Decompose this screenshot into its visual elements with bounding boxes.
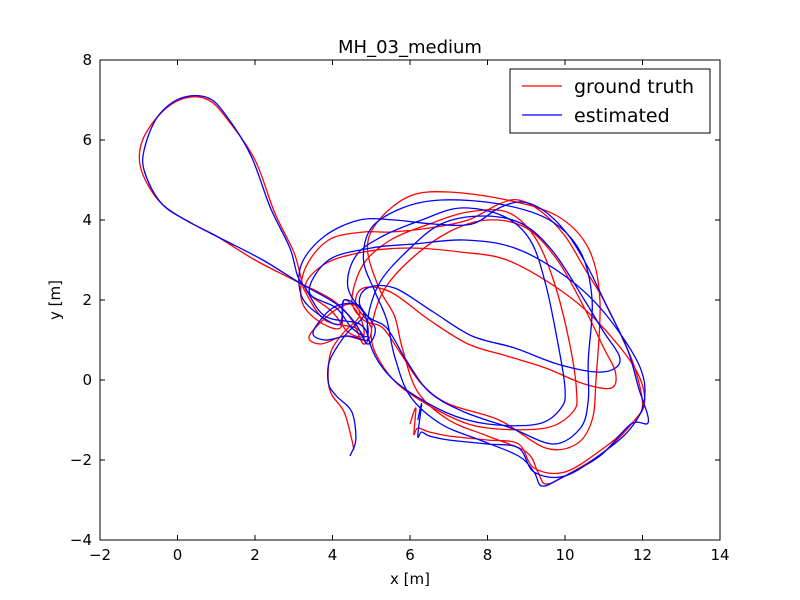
y-tick-label: 8 xyxy=(82,51,92,69)
x-tick-label: 2 xyxy=(250,546,260,564)
y-tick-label: 0 xyxy=(82,371,92,389)
legend-box xyxy=(509,68,711,134)
x-tick-label: −2 xyxy=(89,546,111,564)
y-axis-label: y [m] xyxy=(46,280,64,320)
series-group xyxy=(138,94,650,487)
x-tick-label: 8 xyxy=(483,546,493,564)
y-tick-label: −4 xyxy=(70,531,92,549)
x-axis-ticks: −2 0 2 4 6 8 10 12 14 xyxy=(89,60,730,564)
x-tick-label: 10 xyxy=(555,546,574,564)
series-line-ground-truth xyxy=(138,96,646,485)
legend-label-ground-truth: ground truth xyxy=(574,76,694,98)
legend-label-estimated: estimated xyxy=(574,105,670,127)
y-tick-label: 6 xyxy=(82,131,92,149)
y-tick-label: 2 xyxy=(82,291,92,309)
y-tick-label: 4 xyxy=(82,211,92,229)
x-axis-label: x [m] xyxy=(390,570,430,588)
x-tick-label: 14 xyxy=(710,546,729,564)
x-tick-label: 4 xyxy=(328,546,338,564)
chart-title: MH_03_medium xyxy=(338,37,482,58)
series-line-estimated xyxy=(142,94,650,487)
y-axis-ticks: −4 −2 0 2 4 6 8 xyxy=(70,51,720,549)
x-tick-label: 6 xyxy=(405,546,415,564)
x-tick-label: 0 xyxy=(173,546,183,564)
legend: ground truth estimated xyxy=(509,68,711,134)
y-tick-label: −2 xyxy=(70,451,92,469)
x-tick-label: 12 xyxy=(633,546,652,564)
